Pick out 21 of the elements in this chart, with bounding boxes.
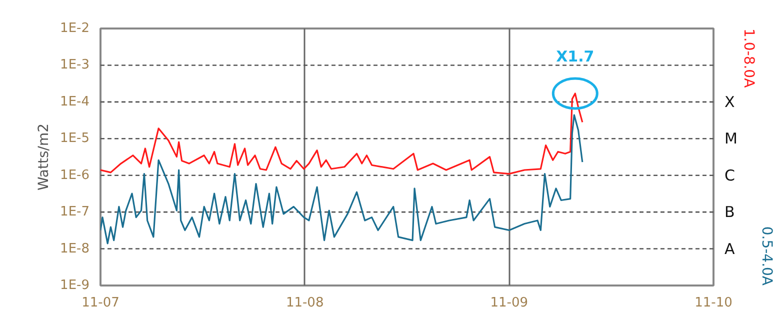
y-tick-label: 1E-8 [60, 241, 90, 256]
y-tick-label: 1E-5 [60, 131, 90, 146]
text: 1.0-8.0A [740, 28, 756, 88]
y-tick-label: 1E-4 [60, 94, 90, 110]
y-tick-label: 1E-7 [60, 204, 90, 220]
x-tick-label: 11-09 [490, 296, 528, 310]
text: 0.5-4.0A [758, 226, 774, 286]
y-tick-label: 1E-3 [60, 58, 90, 73]
ref-line-label: B [724, 203, 735, 222]
ref-line-label: C [724, 166, 735, 184]
y-tick-label: 1E-6 [60, 168, 90, 183]
y-tick-label: 1E-9 [60, 278, 90, 293]
ref-line-label: M [724, 130, 738, 148]
x-tick-label: 11-07 [82, 296, 120, 310]
x-tick-label: 11-10 [694, 296, 732, 310]
ref-line-label: X [724, 92, 735, 111]
y-axis-title: Watts/m2 [36, 123, 52, 191]
annotation: X1.7 [556, 47, 594, 66]
y-tick-label: 1E-2 [60, 21, 90, 36]
ref-line-label: A [724, 240, 736, 258]
x-tick-label: 11-08 [286, 296, 324, 310]
